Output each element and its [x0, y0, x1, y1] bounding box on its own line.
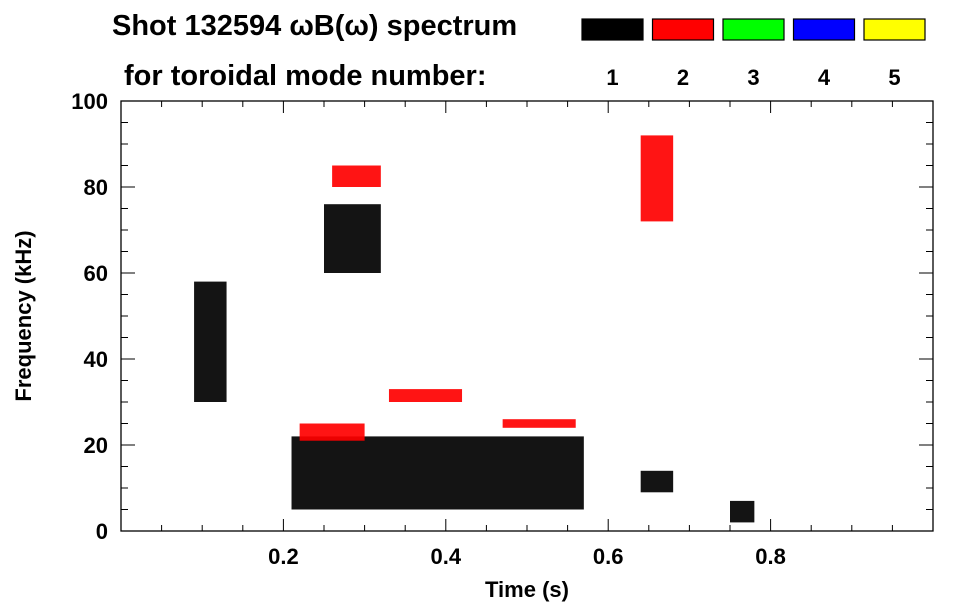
legend-label-4: 4: [818, 65, 831, 90]
legend-swatch-3: [722, 18, 785, 41]
mode-region-n1-1: [291, 436, 584, 510]
y-tick-label: 20: [84, 433, 108, 458]
legend-label-2: 2: [677, 65, 689, 90]
mode-region-n2-9: [640, 135, 674, 222]
spectrogram-data: [194, 135, 755, 523]
y-tick-label: 0: [96, 519, 108, 544]
x-tick-label: 0.4: [431, 544, 462, 569]
chart-title: Shot 132594 ωB(ω) spectrum for toroidal …: [112, 10, 517, 92]
legend-label-1: 1: [606, 65, 618, 90]
y-axis-label: Frequency (kHz): [11, 230, 36, 401]
mode-region-n2-7: [388, 389, 463, 402]
chart-title-line2: for toroidal mode number:: [124, 60, 487, 92]
y-tick-label: 80: [84, 175, 108, 200]
y-tick-label: 100: [71, 89, 108, 114]
legend-swatch-1: [581, 18, 644, 41]
mode-region-n1-0: [194, 281, 227, 402]
x-tick-label: 0.8: [755, 544, 786, 569]
mode-region-n2-6: [332, 165, 381, 187]
legend-label-3: 3: [747, 65, 759, 90]
mode-region-n2-5: [299, 423, 365, 441]
x-tick-label: 0.2: [268, 544, 299, 569]
legend-swatch-4: [792, 18, 856, 41]
y-tick-label: 40: [84, 347, 108, 372]
mode-region-n2-8: [502, 419, 576, 428]
chart-title-line1: Shot 132594 ωB(ω) spectrum: [112, 10, 517, 42]
y-tick-label: 60: [84, 261, 108, 286]
x-tick-label: 0.6: [593, 544, 624, 569]
mode-region-n1-2: [324, 204, 381, 273]
mode-region-n1-4: [730, 500, 755, 523]
x-axis-label: Time (s): [485, 577, 569, 602]
legend-label-5: 5: [888, 65, 900, 90]
mode-region-n1-3: [640, 470, 674, 493]
legend-swatch-2: [651, 18, 715, 41]
axes: 0.2 0.4 0.6 0.8 0 20 40 60 80 100: [71, 89, 933, 569]
legend: 1 2 3 4 5: [581, 18, 926, 90]
legend-swatch-5: [863, 18, 926, 41]
